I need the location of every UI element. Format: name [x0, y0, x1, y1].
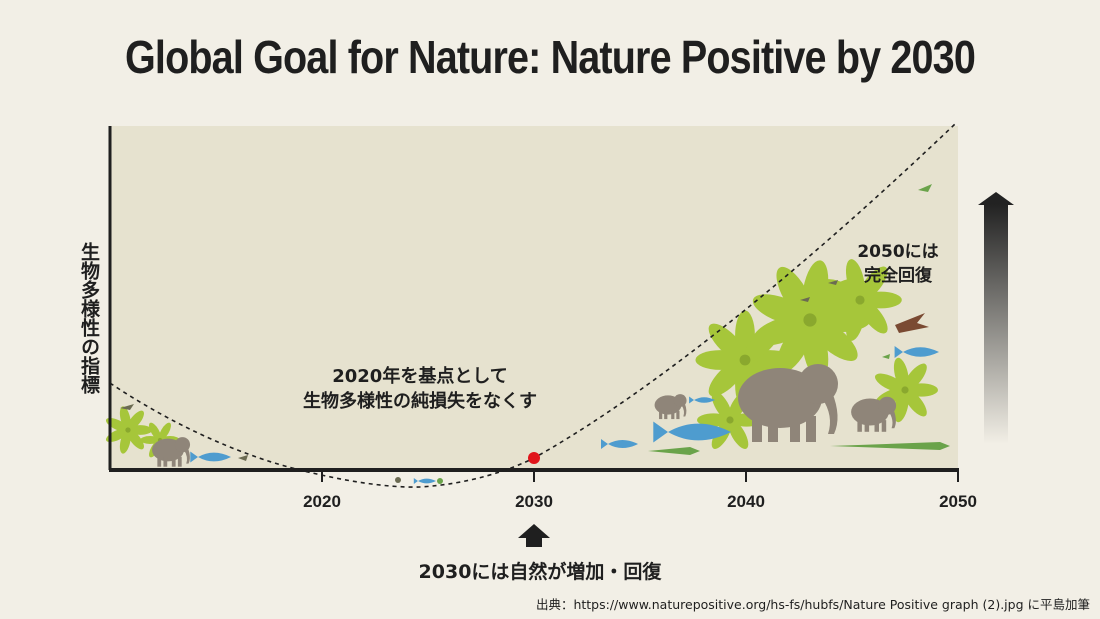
elephant-icon: [163, 456, 168, 467]
arrow-up-icon: [518, 524, 550, 547]
leaf-icon: [858, 299, 888, 334]
x-tick-label: 2040: [727, 492, 765, 511]
elephant-icon: [806, 416, 816, 442]
fish-icon: [894, 346, 939, 358]
elephant-icon: [659, 410, 663, 420]
wildlife-illustration: [105, 184, 950, 484]
annotation-increase: 2030には自然が増加・回復: [418, 561, 662, 583]
elephant-icon: [174, 437, 191, 453]
elephant-icon: [183, 447, 190, 464]
leaf-icon: [874, 373, 906, 393]
elephant-icon: [157, 456, 162, 467]
crocodile-icon: [830, 442, 950, 450]
elephant-icon: [768, 416, 778, 442]
leaf-icon: [158, 422, 171, 441]
increase-arrow-icon: [978, 192, 1014, 444]
bird-icon: [120, 404, 134, 410]
crocodile-icon: [648, 447, 700, 455]
elephant-icon: [857, 420, 862, 432]
bird-icon: [828, 280, 838, 285]
leaf-icon: [901, 386, 909, 394]
annotation-baseline: 2020年を基点として 生物多様性の純損失をなくす: [250, 364, 590, 414]
x-tick-label: 2020: [303, 492, 341, 511]
elephant-icon: [171, 456, 176, 467]
leaf-icon: [855, 295, 865, 305]
frog-icon: [918, 184, 932, 192]
leaf-icon: [752, 294, 811, 326]
elephant-icon: [798, 364, 838, 404]
elephant-icon: [822, 392, 838, 434]
annotation-line: 生物多様性の純損失をなくす: [303, 391, 537, 412]
leaf-icon: [140, 436, 160, 444]
fish-icon: [689, 396, 715, 404]
leaf-icon: [858, 266, 888, 301]
elephant-icon: [864, 420, 870, 432]
frog-icon: [882, 354, 890, 359]
elephant-icon: [874, 420, 879, 432]
leaf-icon: [728, 419, 749, 449]
leaf-icon: [708, 323, 747, 362]
frog-icon: [437, 478, 443, 484]
annotation-line: 2050には: [857, 242, 939, 262]
elephant-icon: [888, 409, 896, 429]
leaf-icon: [808, 317, 858, 361]
bird-icon: [395, 477, 401, 483]
leaf-icon: [903, 363, 927, 391]
bird-icon: [238, 455, 248, 461]
elephant-icon: [177, 456, 182, 467]
elephant-icon: [676, 410, 680, 420]
elephant-icon: [681, 403, 687, 417]
biodiversity-curve: [109, 123, 956, 488]
chart-title: Global Goal for Nature: Nature Positive …: [125, 31, 976, 83]
x-tick-label: 2050: [939, 492, 977, 511]
x-tick-label: 2030: [515, 492, 553, 511]
elephant-icon: [881, 420, 887, 432]
elephant-icon: [664, 410, 668, 420]
leaf-icon: [105, 417, 129, 432]
elephant-icon: [671, 410, 675, 420]
annotation-line: 2020年を基点として: [332, 366, 508, 387]
elephant-icon: [790, 416, 800, 442]
fish-icon: [413, 478, 436, 484]
leaf-icon: [125, 427, 131, 433]
parrot-icon: [895, 313, 929, 333]
elephant-icon: [752, 416, 762, 442]
leaf-icon: [739, 354, 751, 366]
annotation-line: 完全回復: [864, 266, 932, 286]
source-credit: 出典：https://www.naturepositive.org/hs-fs/…: [535, 597, 1090, 612]
leaf-icon: [821, 279, 861, 303]
elephant-icon: [673, 394, 687, 407]
annotation-recovery: 2050には 完全回復: [828, 240, 968, 288]
leaf-icon: [711, 391, 732, 421]
leaf-icon: [149, 422, 162, 441]
leaf-icon: [105, 428, 129, 443]
leaf-icon: [708, 358, 747, 397]
fish-icon: [601, 439, 638, 449]
leaf-icon: [127, 429, 144, 450]
bird-icon: [800, 297, 810, 302]
fish-icon: [653, 421, 731, 443]
leaf-icon: [803, 313, 817, 327]
fish-icon: [190, 451, 231, 463]
leaf-icon: [776, 319, 814, 374]
leaf-icon: [903, 389, 927, 417]
leaf-icon: [127, 410, 144, 431]
leaf-icon: [697, 413, 730, 427]
leaf-icon: [726, 416, 734, 424]
elephant-icon: [878, 396, 897, 415]
nature-positive-marker: [528, 452, 540, 464]
y-axis-label: 生物多様性の指標: [78, 242, 100, 394]
leaf-icon: [821, 297, 861, 321]
